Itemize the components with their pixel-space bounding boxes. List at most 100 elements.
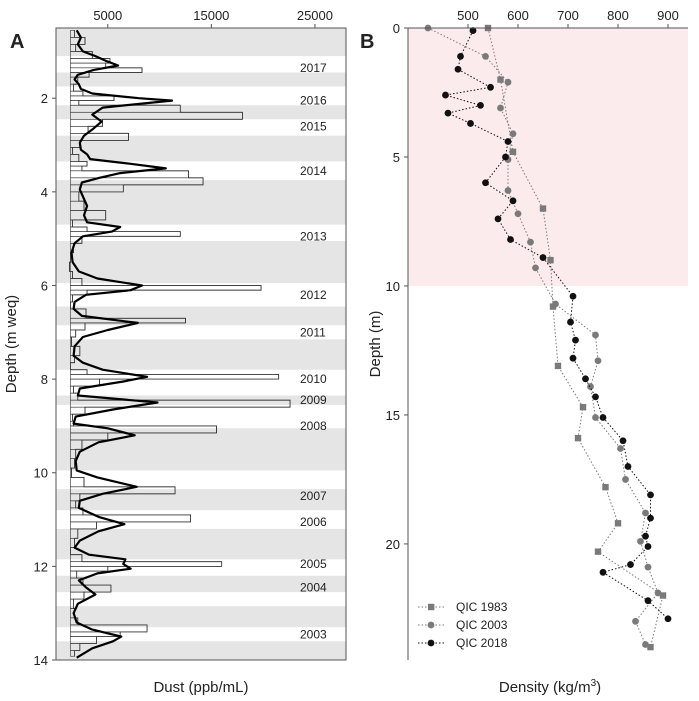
panel-a-y-tick-label: 14 xyxy=(34,653,48,668)
panel-b-point xyxy=(567,318,574,326)
panel-a-dust-bar xyxy=(70,95,115,101)
panel-b-point xyxy=(467,120,474,127)
panel-a-y-tick-label: 4 xyxy=(41,185,48,200)
panel-b-point xyxy=(617,445,624,452)
panel-b-y-ticks: 0 5 10 15 20 xyxy=(386,21,408,552)
panel-b-point xyxy=(497,76,504,83)
panel-a-band xyxy=(56,641,346,660)
panel-a-y-tick-label: 6 xyxy=(41,278,48,293)
panel-a-x-ticks: 5000 15000 25000 xyxy=(93,8,333,28)
panel-b-x-tick-label: 900 xyxy=(657,8,679,23)
panel-a-dust-bar xyxy=(70,458,75,469)
panel-a-dust-bar xyxy=(70,643,81,651)
panel-b-point xyxy=(582,375,589,383)
panel-b-point xyxy=(599,414,607,421)
panel-a-dust-bar xyxy=(70,184,124,193)
panel-b-y-tick-label: 20 xyxy=(386,537,400,552)
panel-b-point xyxy=(442,91,449,99)
panel-b-legend-marker xyxy=(427,639,435,647)
panel-a-band xyxy=(56,606,346,628)
panel-b-y-tick-label: 15 xyxy=(386,408,400,423)
panel-b-legend-label: QIC 2018 xyxy=(456,636,508,650)
panel-a-year-label: 2008 xyxy=(300,419,327,433)
panel-a-year-label: 2004 xyxy=(300,580,327,594)
panel-b-x-tick-label: 700 xyxy=(557,8,579,23)
panel-a-x-tick-label: 25000 xyxy=(297,8,333,23)
panel-b-point xyxy=(504,78,512,86)
panel-a-year-label: 2016 xyxy=(300,94,327,108)
panel-b-point xyxy=(647,491,654,499)
panel-b-point xyxy=(504,187,512,194)
panel-a-year-label: 2011 xyxy=(300,325,326,339)
panel-b-point xyxy=(644,543,652,550)
panel-b-point xyxy=(509,148,517,156)
panel-a-dust-bar xyxy=(70,72,90,78)
panel-b-point xyxy=(574,434,582,442)
panel-a-dust-bar xyxy=(70,486,176,495)
panel-b-point xyxy=(644,563,652,571)
panel-a-x-label: Dust (ppb/mL) xyxy=(153,679,248,696)
panel-b-point xyxy=(469,27,477,34)
panel-b-point xyxy=(599,568,607,576)
panel-a-smoothed-dust-line xyxy=(70,29,174,659)
panel-a-year-label: 2006 xyxy=(300,515,327,529)
panel-b-point xyxy=(587,383,594,390)
panel-a-year-label: 2007 xyxy=(300,489,327,503)
panel-a-year-label: 2009 xyxy=(300,393,327,407)
panel-a-band xyxy=(56,489,346,511)
panel-b-legend-label: QIC 1983 xyxy=(456,600,508,614)
panel-b-point xyxy=(539,205,547,212)
panel-b-point xyxy=(497,104,504,112)
panel-a-dust-bar xyxy=(70,591,85,600)
panel-a-dust-bar xyxy=(70,322,86,331)
panel-b-point xyxy=(642,641,649,648)
panel-b-shaded-region xyxy=(408,28,688,286)
panel-b-point xyxy=(572,336,579,344)
panel-a: A 20172016201520142013201220112010200920… xyxy=(3,8,347,696)
panel-b-point xyxy=(664,615,672,623)
panel-b-point xyxy=(554,362,562,370)
panel-a-band xyxy=(56,306,346,326)
panel-a-x-tick-label: 5000 xyxy=(93,8,122,23)
panel-b-point xyxy=(659,592,667,599)
panel-a-band xyxy=(56,135,346,162)
panel-a-y-ticks: 2 4 6 8 10 12 14 xyxy=(34,91,56,668)
panel-b-point xyxy=(632,617,639,625)
panel-b-legend-marker xyxy=(428,603,435,611)
panel-a-band xyxy=(56,428,346,471)
panel-b-point xyxy=(552,300,559,308)
panel-b-point xyxy=(549,303,557,310)
panel-a-band xyxy=(56,28,346,57)
panel-b-point xyxy=(487,83,494,91)
panel-a-frame xyxy=(55,27,347,661)
panel-a-dust-bar xyxy=(70,177,204,186)
panel-a-dust-bar xyxy=(70,378,100,387)
panel-b-legend: QIC 1983 QIC 2003 QIC 2018 xyxy=(418,600,508,650)
panel-a-dust-bar xyxy=(70,111,243,120)
panel-a-band xyxy=(56,241,346,284)
panel-a-dust-bar xyxy=(70,285,262,291)
panel-a-dust-bar xyxy=(69,261,71,272)
panel-b-point xyxy=(644,597,652,605)
panel-b-point xyxy=(594,548,602,555)
panel-a-band xyxy=(56,528,346,560)
panel-b-point xyxy=(514,210,522,218)
panel-b-point xyxy=(647,643,654,651)
panel-a-year-label: 2017 xyxy=(300,61,327,75)
panel-a-dust-bar xyxy=(70,289,88,296)
panel-a-year-label: 2003 xyxy=(300,627,327,641)
panel-b-point xyxy=(444,109,452,117)
panel-a-dust-bar xyxy=(70,294,73,303)
panel-a-year-labels: 2017 2016 2015 2014 2013 2012 2011 2010 2009 2008… xyxy=(300,61,327,641)
panel-b-point xyxy=(637,537,644,545)
panel-b-y-tick-label: 5 xyxy=(393,150,400,165)
panel-a-dust-bar xyxy=(70,561,223,567)
panel-b-point xyxy=(654,589,662,597)
panel-b-y-tick-label: 10 xyxy=(386,279,400,294)
panel-b-point xyxy=(509,197,517,205)
panel-b: B 500 600 700 800 900 0 5 10 15 20 QIC 1983 QIC 2… xyxy=(360,8,688,696)
panel-b-y-tick-label: 0 xyxy=(393,21,400,36)
panel-a-dust-bar xyxy=(70,317,186,324)
panel-b-point xyxy=(532,264,539,272)
